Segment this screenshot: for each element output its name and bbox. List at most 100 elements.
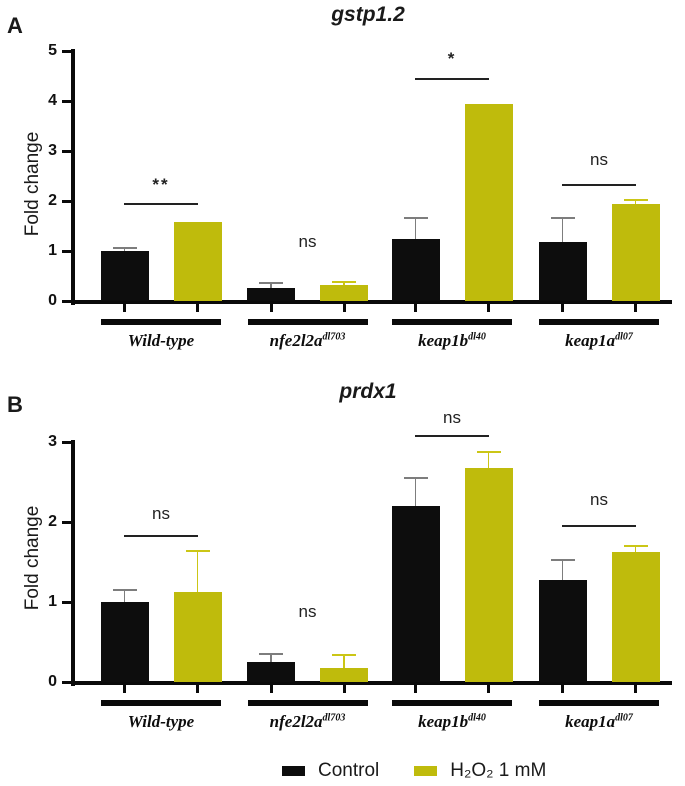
x-tick <box>196 684 199 693</box>
y-tick-label: 1 <box>48 593 57 610</box>
legend-item-control: Control <box>282 760 379 782</box>
bar-control <box>538 242 587 301</box>
error-bar-cap <box>403 477 428 479</box>
legend-label-control: Control <box>318 760 380 781</box>
x-tick <box>487 303 490 312</box>
group-underline <box>247 700 368 706</box>
x-tick <box>342 684 346 693</box>
x-axis-line <box>71 300 672 304</box>
significance-label: * <box>447 49 457 68</box>
error-bar-cap <box>623 198 648 201</box>
y-tick-label: 0 <box>48 292 57 309</box>
y-tick <box>62 49 71 53</box>
group-underline <box>392 700 512 706</box>
significance-label: ns <box>590 150 608 169</box>
significance-label: ns <box>152 504 170 523</box>
y-tick <box>62 440 71 444</box>
bar-control <box>100 602 149 682</box>
error-bar-cap <box>112 589 137 591</box>
y-tick <box>62 299 71 303</box>
significance-line <box>562 525 636 528</box>
x-tick <box>561 684 564 693</box>
y-tick <box>62 99 71 103</box>
error-bar-stem <box>634 546 637 557</box>
x-tick <box>561 303 564 312</box>
x-tick <box>123 303 126 312</box>
group-label: nfe2l2adl703 <box>269 712 346 731</box>
legend: Control H₂O₂ 1 mM <box>282 758 546 784</box>
error-bar-stem <box>196 550 199 597</box>
y-tick <box>62 199 71 203</box>
y-tick <box>62 149 71 153</box>
group-underline <box>101 700 221 706</box>
bar-control <box>247 662 295 682</box>
x-tick <box>634 303 637 312</box>
bar-treatment <box>173 222 222 301</box>
significance-label: ns <box>590 489 608 509</box>
bar-treatment <box>320 284 368 301</box>
panel-a-title: gstp1.2 <box>331 3 405 26</box>
y-tick-label: 5 <box>48 42 57 59</box>
y-axis-line <box>71 440 75 686</box>
group-underline <box>101 319 221 325</box>
h2o2-swatch-icon <box>414 766 438 776</box>
error-bar-stem <box>487 451 490 472</box>
x-tick <box>269 684 273 693</box>
x-tick <box>269 303 273 312</box>
legend-item-h2o2: H₂O₂ 1 mM <box>414 760 546 782</box>
y-tick-label: 3 <box>48 142 57 159</box>
error-bar-cap <box>403 216 428 219</box>
x-tick <box>414 684 417 693</box>
y-tick-label: 4 <box>48 92 57 109</box>
legend-label-h2o2: H₂O₂ 1 mM <box>450 760 547 781</box>
bar-control <box>247 288 295 301</box>
group-underline <box>247 319 368 325</box>
group-label: keap1bdl40 <box>418 331 486 350</box>
x-tick <box>487 684 490 693</box>
group-label: keap1adl07 <box>565 331 633 350</box>
group-underline <box>392 319 512 325</box>
y-axis-line <box>71 49 75 305</box>
significance-label: ns <box>443 408 461 427</box>
error-bar-stem <box>343 654 345 672</box>
error-bar-stem <box>414 217 417 243</box>
significance-line <box>124 203 198 205</box>
x-tick <box>196 303 199 312</box>
error-bar-stem <box>270 654 272 666</box>
bar-control <box>100 251 149 301</box>
group-label: Wild-type <box>127 712 195 731</box>
significance-label: ns <box>298 232 317 251</box>
error-bar-cap <box>623 545 648 547</box>
error-bar-cap <box>259 653 283 655</box>
y-tick-label: 2 <box>48 192 57 209</box>
error-bar-cap <box>550 217 575 219</box>
bar-control <box>391 506 440 682</box>
error-bar-stem <box>561 218 564 246</box>
significance-line <box>415 434 489 437</box>
y-tick <box>62 680 71 684</box>
x-tick <box>123 684 126 693</box>
bar-treatment <box>611 203 660 301</box>
group-label: Wild-type <box>127 331 195 350</box>
error-bar-stem <box>270 283 272 292</box>
significance-line <box>562 184 636 186</box>
error-bar-cap <box>476 450 501 453</box>
significance-label: ns <box>298 601 317 621</box>
y-tick <box>62 249 71 253</box>
x-axis-line <box>71 681 672 685</box>
panel-b-label: B <box>7 392 23 417</box>
y-tick-label: 1 <box>48 242 57 259</box>
y-tick-label: 3 <box>48 433 57 450</box>
x-tick <box>414 303 417 312</box>
error-bar-cap <box>550 559 575 562</box>
y-tick-label: 2 <box>48 513 57 530</box>
panel-a-label: A <box>7 13 23 38</box>
error-bar-stem <box>123 590 126 606</box>
bar-treatment <box>464 467 513 682</box>
bar-control <box>538 579 587 682</box>
y-tick <box>62 520 71 524</box>
x-tick <box>342 303 346 312</box>
bar-treatment <box>173 592 222 682</box>
bar-control <box>391 238 440 301</box>
